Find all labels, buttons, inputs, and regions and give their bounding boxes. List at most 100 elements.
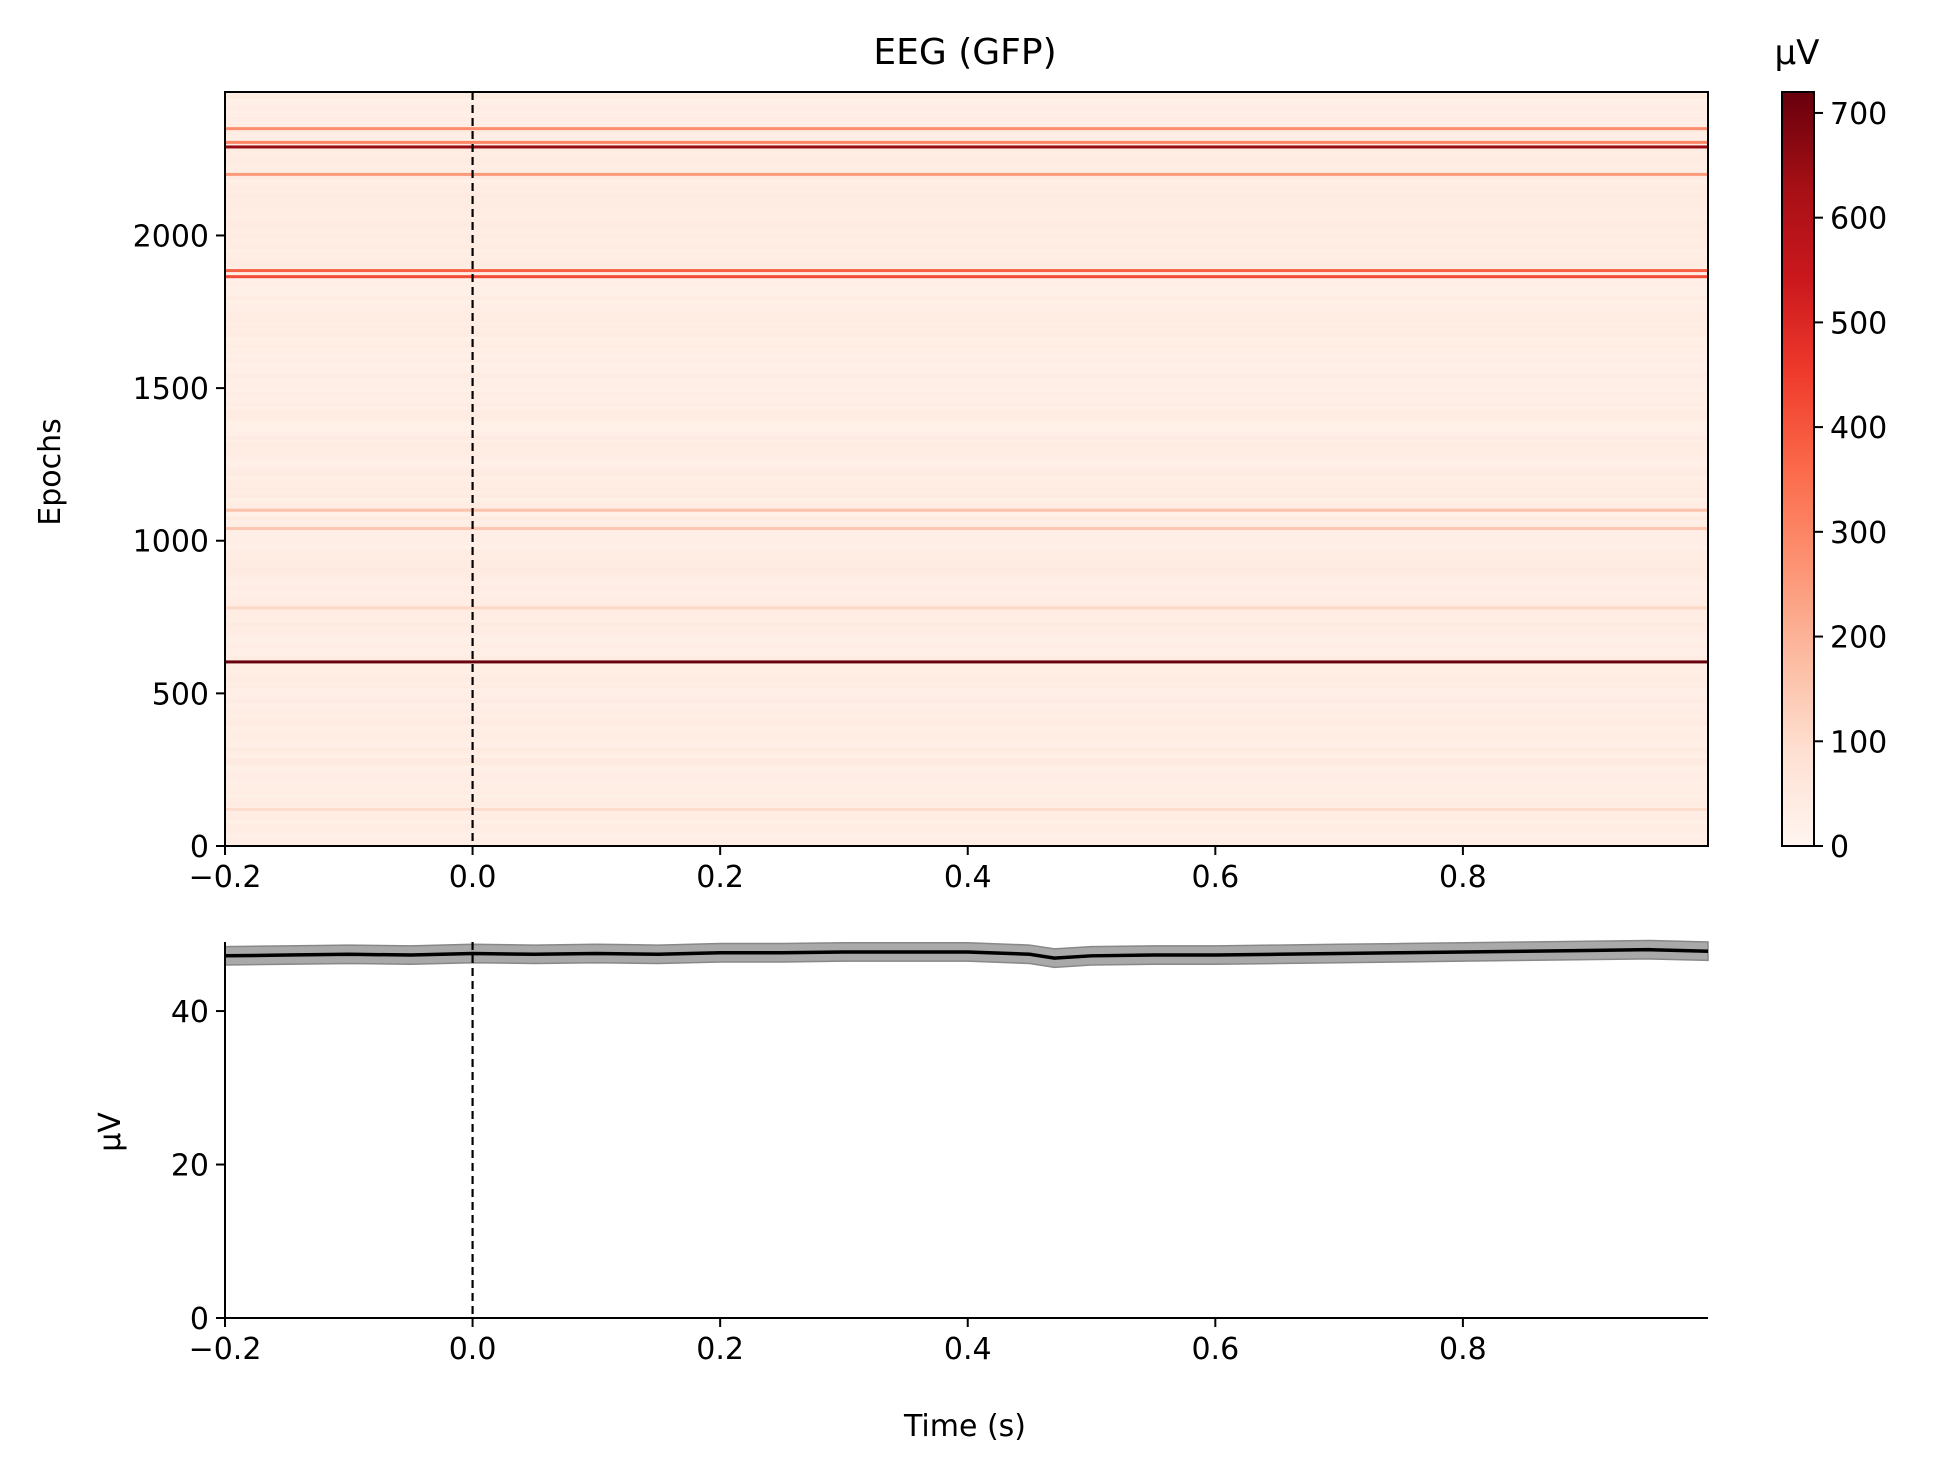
gfp-y-axis: 0 20 40 [171,995,225,1337]
heatmap-epoch-band [225,241,1708,246]
heatmap-epoch-row [225,275,1708,279]
heatmap-epoch-band [225,399,1708,403]
heatmap-epoch-band [225,813,1708,817]
heatmap-epoch-band [225,256,1708,260]
heatmap-epoch-band [225,519,1708,524]
heatmap-epoch-band [225,600,1708,605]
heatmap-epoch-band [225,824,1708,828]
heatmap-epoch-band [225,421,1708,425]
heatmap-epoch-band [225,835,1708,839]
colorbar-tick-label: 0 [1830,830,1849,865]
heatmap-epoch-band [225,406,1708,411]
heatmap-epoch-band [225,538,1708,542]
heatmap-epoch-band [225,765,1708,770]
epochs-image-heatmap [224,91,1709,847]
heatmap-epoch-band [225,450,1708,455]
heatmap-epoch-band [225,413,1708,418]
heatmap-epoch-band [225,281,1708,286]
heatmap-epoch-band [225,322,1708,326]
heatmap-epoch-band [225,607,1708,612]
heatmap-epoch-band [225,593,1708,597]
heatmap-epoch-band [225,747,1708,751]
gfp-y-tick-label: 20 [171,1149,209,1184]
heatmap-epoch-band [225,106,1708,110]
heatmap-epoch-band [225,457,1708,462]
heatmap-epoch-band [225,721,1708,726]
heatmap-epoch-band [225,98,1708,103]
heatmap-epoch-band [225,351,1708,356]
heatmap-epoch-band [225,611,1708,616]
heatmap-epoch-band [225,208,1708,213]
heatmap-epoch-band [225,135,1708,140]
heatmap-epoch-band [225,651,1708,656]
heatmap-epoch-band [225,303,1708,308]
heatmap-epoch-band [225,160,1708,165]
heatmap-frame [224,91,1709,847]
heatmap-epoch-band [225,377,1708,381]
heatmap-epoch-band [225,677,1708,682]
heatmap-epoch-row [225,145,1708,149]
heatmap-epoch-band [225,516,1708,520]
gfp-x-tick-label: 0.6 [1191,1332,1239,1367]
heatmap-epoch-band [225,333,1708,337]
heatmap-epoch-band [225,340,1708,345]
heatmap-epoch-band [225,604,1708,608]
heatmap-epoch-band [225,197,1708,202]
heatmap-epoch-band [225,717,1708,722]
heatmap-epoch-band [225,831,1708,836]
heatmap-epoch-band [225,212,1708,216]
heatmap-epoch-band [225,842,1708,846]
heatmap-epoch-band [225,673,1708,678]
colorbar: 0 100 200 300 400 500 600 700 [1781,91,1887,865]
heatmap-epoch-band [225,688,1708,693]
heatmap-epoch-band [225,505,1708,509]
heatmap-epoch-band [225,739,1708,744]
heatmap-epoch-band [225,714,1708,718]
gfp-mean-line [224,947,1709,960]
heatmap-epoch-band [225,223,1708,227]
heatmap-epoch-band [225,278,1708,282]
heatmap-epoch-band [225,622,1708,627]
heatmap-epoch-band [225,344,1708,348]
heatmap-epoch-band [225,585,1708,590]
heatmap-epoch-band [225,153,1708,158]
heatmap-epoch-band [225,501,1708,506]
heatmap-epoch-band [225,164,1708,169]
heatmap-y-axis-label: Epochs [33,418,68,526]
heatmap-epoch-band [225,204,1708,209]
heatmap-epoch-band [225,410,1708,414]
heatmap-epoch-band [225,563,1708,568]
heatmap-epoch-band [225,629,1708,634]
gfp-confidence-band [224,939,1709,969]
heatmap-epoch-band [225,494,1708,498]
colorbar-tick-label: 600 [1830,202,1887,237]
heatmap-epoch-band [225,692,1708,696]
heatmap-epoch-band [225,300,1708,304]
heatmap-epoch-band [225,424,1708,429]
heatmap-epoch-band [225,644,1708,649]
heatmap-epoch-band [225,666,1708,671]
gfp-y-tick-label: 40 [171,995,209,1030]
heatmap-epoch-band [225,325,1708,330]
heatmap-epoch-band [225,109,1708,114]
heatmap-epoch-band [225,428,1708,433]
heatmap-epoch-band [225,791,1708,795]
heatmap-epoch-band [225,710,1708,715]
heatmap-epoch-band [225,285,1708,290]
heatmap-epoch-band [225,454,1708,458]
heatmap-epoch-row [225,606,1708,610]
heatmap-epoch-band [225,311,1708,315]
heatmap-epoch-band [225,637,1708,641]
heatmap-epoch-band [225,772,1708,777]
heatmap-epoch-row [225,807,1708,811]
heatmap-epoch-band [225,117,1708,121]
heatmap-epoch-band [225,336,1708,341]
heatmap-y-tick-label: 2000 [133,219,209,254]
heatmap-epoch-band [225,732,1708,737]
heatmap-x-tick-label: 0.2 [696,860,744,895]
heatmap-epoch-band [225,589,1708,594]
heatmap-y-tick-label: 1500 [133,372,209,407]
heatmap-epoch-band [225,380,1708,385]
heatmap-epoch-band [225,439,1708,444]
heatmap-x-tick-label: 0.4 [944,860,992,895]
